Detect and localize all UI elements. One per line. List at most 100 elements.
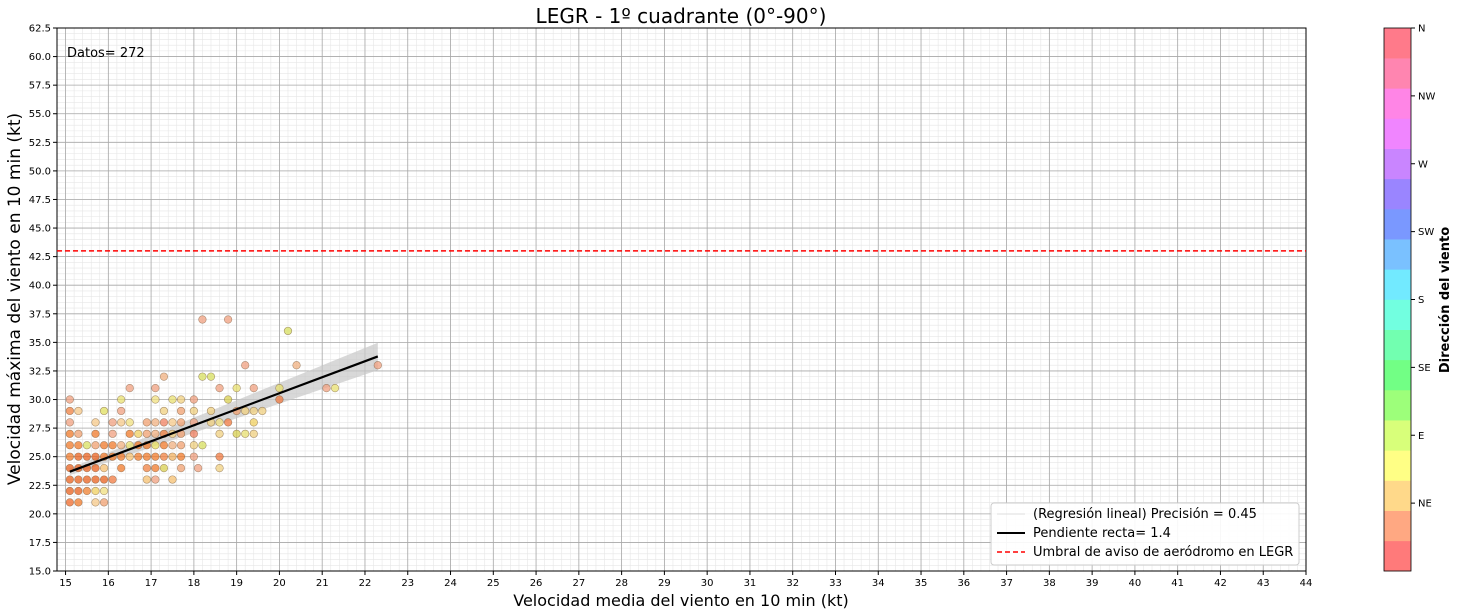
data-count-annotation: Datos= 272 bbox=[67, 46, 145, 61]
data-point bbox=[159, 418, 169, 427]
data-point bbox=[198, 315, 207, 324]
x-tick-label: 30 bbox=[701, 578, 714, 589]
data-point bbox=[108, 429, 117, 438]
plot-frame bbox=[56, 27, 1307, 572]
data-point bbox=[198, 372, 207, 381]
data-point bbox=[275, 395, 284, 404]
data-point bbox=[151, 452, 160, 461]
x-tick-label: 28 bbox=[615, 578, 628, 589]
colorbar-ticks: N NW W SW S SE E NE bbox=[1411, 24, 1435, 510]
data-point bbox=[151, 395, 160, 404]
colorbar-segment bbox=[1384, 450, 1411, 481]
colorbar-tick-label: W bbox=[1418, 159, 1428, 170]
x-tick-label: 21 bbox=[316, 578, 329, 589]
data-point bbox=[142, 418, 151, 427]
minor-grid bbox=[57, 27, 1307, 572]
regression-line bbox=[69, 355, 379, 473]
x-tick-label: 36 bbox=[957, 578, 970, 589]
regression-line-stroke bbox=[69, 355, 379, 473]
data-point bbox=[151, 429, 160, 438]
legend-box bbox=[990, 502, 1300, 566]
data-point bbox=[142, 429, 151, 438]
x-tick-label: 24 bbox=[444, 578, 457, 589]
y-tick-label: 32.5 bbox=[29, 366, 51, 377]
x-axis-ticks: 15 16 17 18 19 20 21 22 23 24 25 26 27 28 29 30 31 32 33 34… bbox=[59, 571, 1312, 589]
colorbar-label: Dirección del viento bbox=[1438, 227, 1453, 373]
data-point bbox=[91, 418, 100, 427]
data-point bbox=[168, 475, 177, 484]
data-point bbox=[241, 406, 250, 416]
x-tick-label: 19 bbox=[230, 578, 243, 589]
data-point bbox=[82, 486, 92, 496]
x-tick-label: 34 bbox=[872, 578, 885, 589]
scatter-points bbox=[65, 315, 382, 507]
y-tick-label: 52.5 bbox=[29, 138, 51, 149]
x-tick-label: 44 bbox=[1300, 578, 1313, 589]
data-point bbox=[91, 441, 100, 450]
data-point bbox=[159, 372, 169, 381]
x-tick-label: 15 bbox=[59, 578, 72, 589]
data-point bbox=[168, 395, 177, 404]
x-tick-label: 40 bbox=[1129, 578, 1142, 589]
data-point bbox=[189, 452, 198, 461]
legend-label-threshold: Umbral de aviso de aeródromo en LEGR bbox=[1033, 545, 1293, 560]
colorbar-segment bbox=[1384, 239, 1411, 270]
data-point bbox=[125, 452, 134, 461]
y-tick-label: 37.5 bbox=[29, 309, 51, 320]
data-point bbox=[206, 406, 216, 416]
colorbar-segment bbox=[1384, 540, 1411, 572]
data-point bbox=[117, 464, 126, 473]
y-tick-label: 30.0 bbox=[29, 395, 51, 406]
x-tick-label: 32 bbox=[786, 578, 799, 589]
data-point bbox=[125, 383, 134, 393]
colorbar-segment bbox=[1384, 118, 1411, 149]
colorbar-segment bbox=[1384, 28, 1411, 59]
data-point bbox=[275, 383, 284, 393]
colorbar-segment bbox=[1384, 269, 1411, 300]
x-tick-label: 16 bbox=[102, 578, 115, 589]
data-point bbox=[189, 406, 198, 416]
colorbar-segment bbox=[1384, 58, 1411, 89]
data-point bbox=[215, 429, 224, 438]
y-tick-label: 17.5 bbox=[29, 538, 51, 549]
y-tick-label: 27.5 bbox=[29, 424, 51, 435]
x-tick-label: 17 bbox=[145, 578, 158, 589]
y-tick-label: 20.0 bbox=[29, 509, 51, 520]
y-tick-label: 47.5 bbox=[29, 195, 51, 206]
colorbar-segment bbox=[1384, 209, 1411, 240]
x-tick-label: 20 bbox=[273, 578, 286, 589]
data-point bbox=[74, 486, 83, 496]
data-point bbox=[134, 429, 143, 438]
x-tick-label: 26 bbox=[530, 578, 543, 589]
colorbar-segment bbox=[1384, 178, 1411, 210]
x-tick-label: 43 bbox=[1257, 578, 1270, 589]
data-point bbox=[189, 429, 198, 438]
data-point bbox=[65, 418, 74, 427]
data-point bbox=[108, 441, 117, 450]
y-tick-label: 22.5 bbox=[29, 481, 51, 492]
y-tick-label: 25.0 bbox=[29, 452, 51, 463]
data-point bbox=[91, 464, 100, 473]
data-point bbox=[99, 486, 109, 496]
data-point bbox=[206, 372, 216, 381]
colorbar bbox=[1383, 27, 1412, 572]
colorbar-tick-label: SW bbox=[1418, 227, 1434, 238]
colorbar-tick-label: E bbox=[1418, 431, 1424, 442]
data-point bbox=[168, 418, 177, 427]
data-point bbox=[189, 395, 198, 404]
data-point bbox=[65, 475, 74, 484]
x-tick-label: 42 bbox=[1214, 578, 1227, 589]
data-point bbox=[65, 429, 74, 438]
data-point bbox=[82, 441, 92, 450]
y-tick-label: 40.0 bbox=[29, 281, 51, 292]
data-point bbox=[249, 383, 258, 393]
data-point bbox=[134, 452, 143, 461]
colorbar-tick-label: NE bbox=[1418, 499, 1432, 510]
data-point bbox=[232, 429, 241, 438]
data-point bbox=[74, 498, 83, 507]
data-point bbox=[65, 498, 74, 507]
x-tick-label: 18 bbox=[188, 578, 201, 589]
data-point bbox=[189, 441, 198, 450]
data-point bbox=[65, 395, 74, 404]
